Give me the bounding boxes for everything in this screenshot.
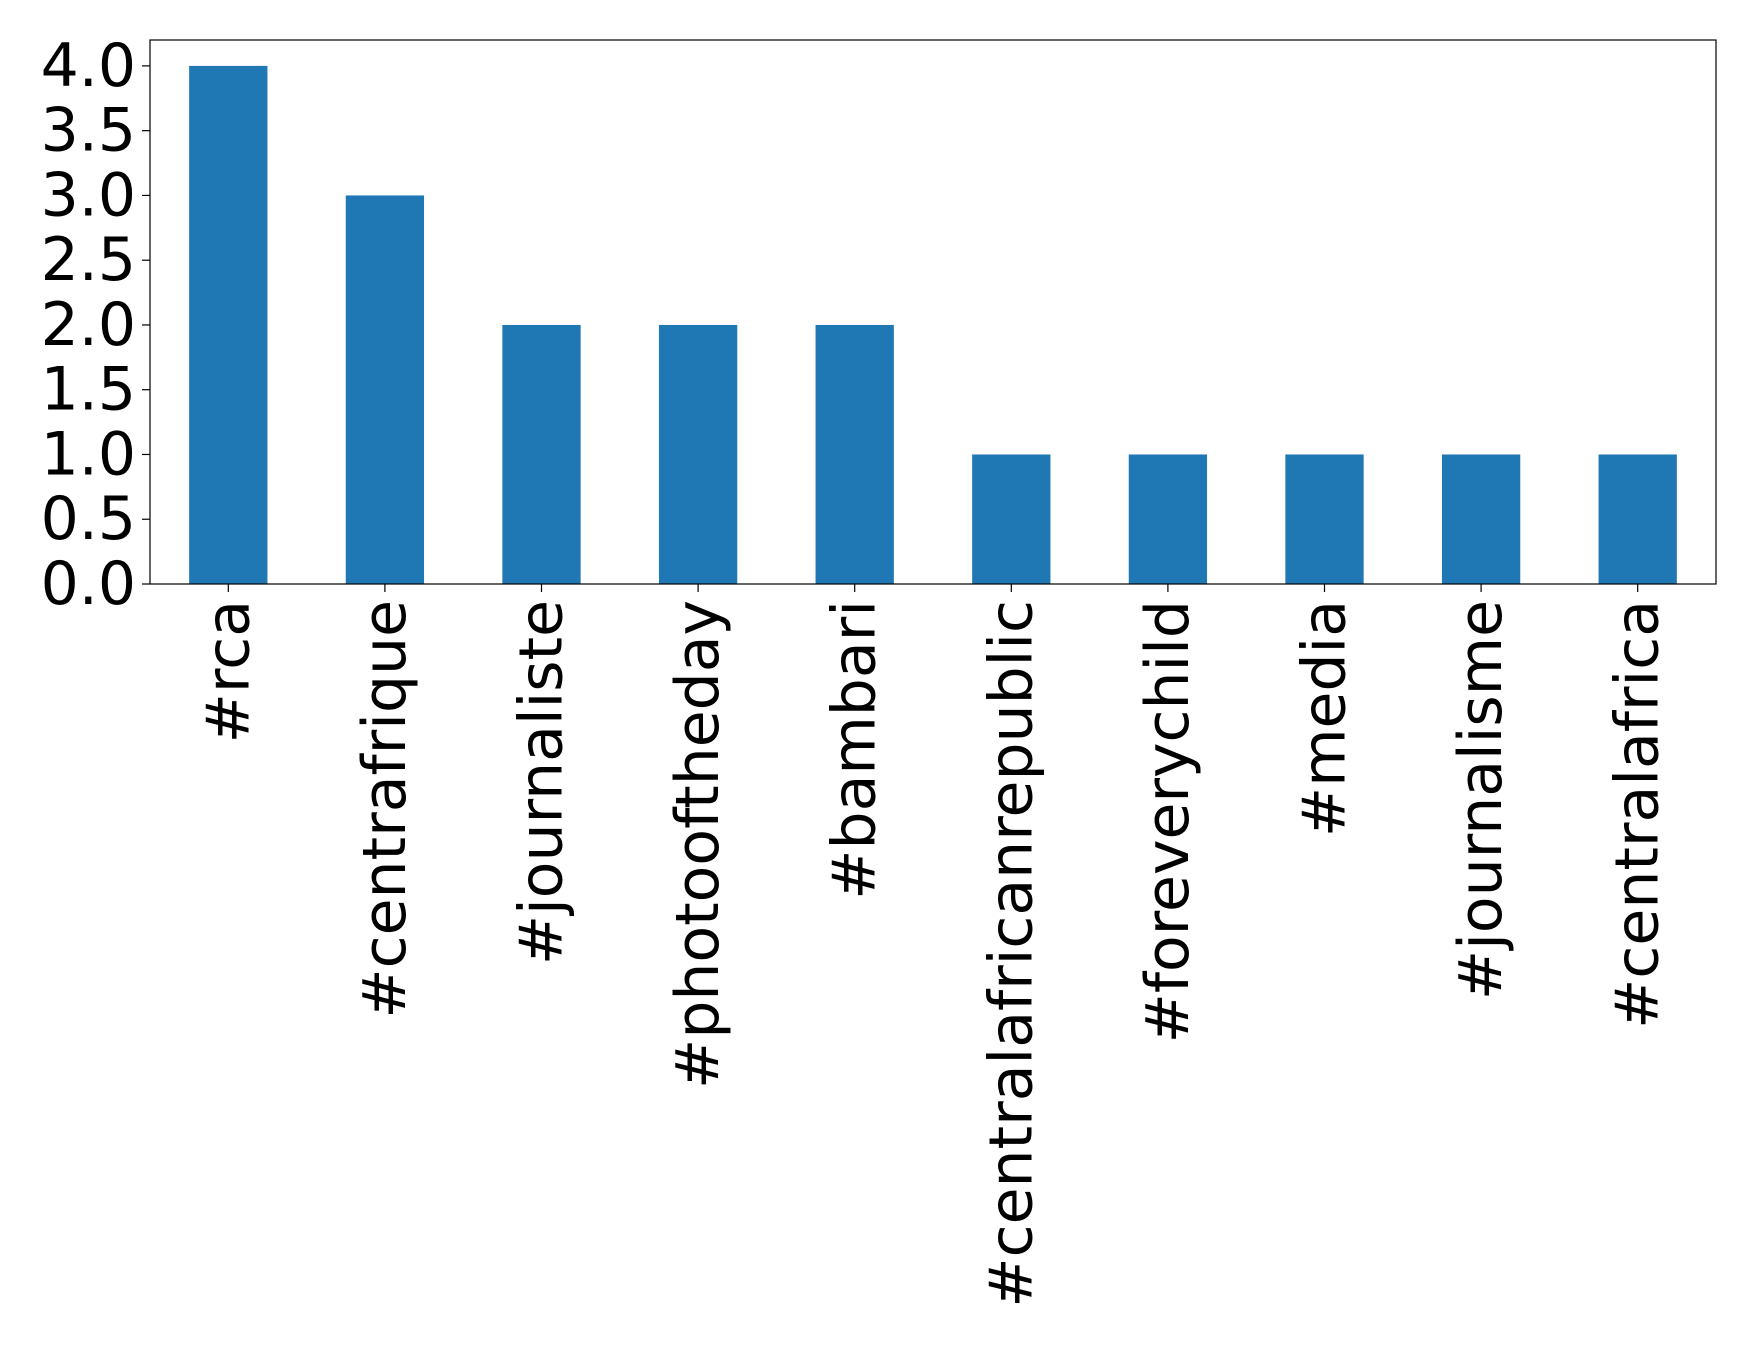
x-tick-label: #photooftheday [663, 600, 733, 1089]
y-tick-label: 2.5 [41, 225, 136, 295]
y-tick-label: 1.0 [41, 419, 136, 489]
bar [345, 195, 425, 584]
x-tick-label: #journalisme [1446, 600, 1516, 1000]
bar [815, 324, 894, 584]
y-tick-label: 0.5 [41, 484, 136, 554]
y-tick-label: 0.0 [41, 549, 136, 619]
y-tick-label: 4.0 [41, 31, 136, 101]
y-tick-label: 2.0 [41, 290, 136, 360]
x-tick-label: #centralafrica [1603, 600, 1673, 1029]
x-tick-label: #media [1290, 600, 1360, 837]
bar [1598, 454, 1677, 584]
bar [189, 65, 268, 584]
x-tick-label: #foreverychild [1133, 600, 1203, 1043]
x-tick-label: #bambari [820, 600, 890, 900]
bar [502, 324, 581, 584]
x-tick-label: #centralafricanrepublic [976, 600, 1046, 1308]
x-tick-label: #centrafrique [350, 600, 420, 1019]
y-tick-label: 1.5 [41, 355, 136, 425]
bar [1441, 454, 1521, 584]
bar [972, 454, 1051, 584]
x-tick-label: #rca [193, 600, 263, 743]
y-tick-label: 3.5 [41, 96, 136, 166]
bar [658, 324, 738, 584]
bar [1128, 454, 1208, 584]
bar [1285, 454, 1364, 584]
y-tick-label: 3.0 [41, 160, 136, 230]
x-tick-label: #journaliste [507, 600, 577, 965]
plot-frame [149, 39, 1717, 585]
